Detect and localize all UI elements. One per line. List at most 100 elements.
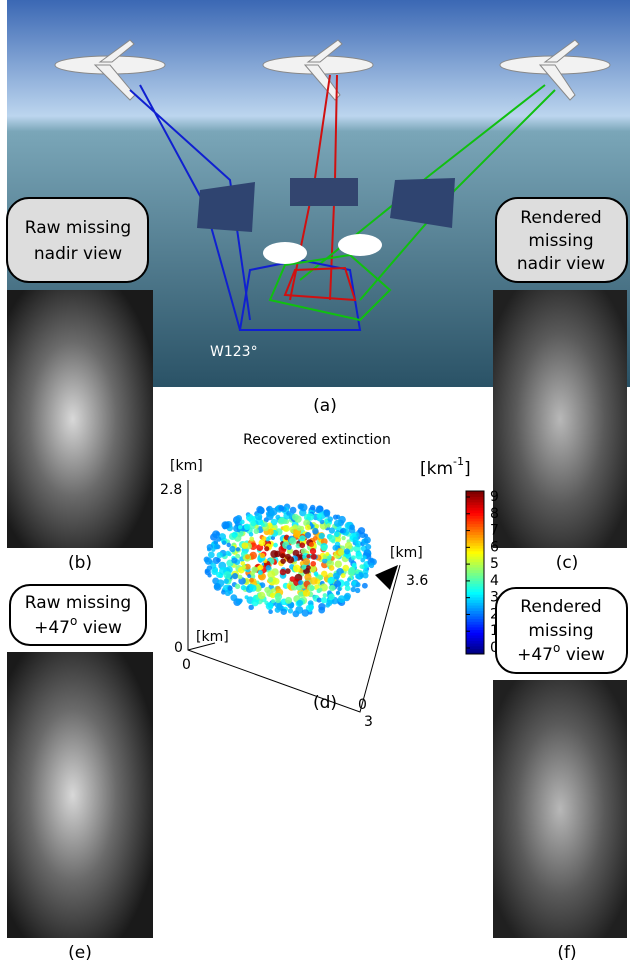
voxel	[221, 521, 229, 529]
colorbar-tick-label: 8	[490, 506, 499, 522]
voxel	[289, 537, 297, 545]
voxel	[314, 571, 319, 576]
voxel	[268, 529, 274, 535]
voxel	[305, 532, 311, 538]
voxel	[318, 575, 323, 580]
bubble-text: nadir view	[34, 244, 122, 264]
bubble-text: missing	[528, 621, 593, 641]
colorbar-tick-label: 4	[490, 573, 499, 589]
voxel	[338, 549, 345, 556]
voxel	[341, 573, 346, 578]
voxel	[355, 588, 360, 593]
voxel	[245, 554, 250, 559]
voxel	[271, 588, 275, 592]
voxel	[278, 505, 284, 511]
voxel	[258, 592, 266, 600]
panel-label: (c)	[556, 553, 579, 573]
voxel	[259, 508, 264, 513]
voxel	[299, 535, 305, 541]
voxel	[325, 552, 329, 556]
voxel	[335, 560, 342, 567]
panel-label: (f)	[557, 943, 576, 963]
axis-label: 2.8	[160, 482, 182, 498]
voxel	[273, 578, 280, 585]
voxel	[345, 585, 351, 591]
voxel	[362, 583, 368, 589]
plot-title: Recovered extinction	[243, 432, 391, 448]
voxel	[343, 565, 350, 572]
voxel	[239, 531, 244, 536]
panel-label: (e)	[68, 943, 92, 963]
voxel	[293, 565, 301, 573]
voxel	[258, 570, 263, 575]
voxel	[363, 555, 367, 559]
voxel	[211, 548, 215, 552]
voxel	[310, 548, 316, 554]
voxel	[257, 515, 262, 520]
voxel	[309, 542, 314, 547]
voxel	[232, 532, 238, 538]
voxel	[306, 554, 310, 558]
bubble-text: Rendered	[520, 597, 601, 617]
voxel	[329, 527, 335, 533]
voxel	[290, 576, 296, 582]
voxel	[266, 602, 274, 610]
voxel	[279, 517, 285, 523]
axis-unit: [km]	[196, 629, 229, 645]
voxel	[266, 565, 271, 570]
voxel	[304, 574, 311, 581]
voxel	[321, 545, 327, 551]
voxel	[283, 525, 290, 532]
colorbar-tick-label: 5	[490, 556, 499, 572]
voxel	[321, 597, 327, 603]
voxel	[359, 564, 364, 569]
bubble-text: +47o view	[517, 641, 605, 666]
voxel	[326, 523, 330, 527]
voxel	[327, 578, 333, 584]
extinction-volume	[204, 503, 377, 617]
voxel	[248, 605, 253, 610]
voxel	[348, 567, 355, 574]
voxel	[270, 550, 278, 558]
colorbar-tick-label: 9	[490, 489, 499, 505]
voxel	[216, 537, 221, 542]
voxel	[242, 542, 249, 549]
voxel	[280, 569, 286, 575]
cloud-image	[7, 652, 153, 938]
voxel	[216, 558, 221, 563]
voxel	[298, 580, 303, 585]
voxel	[345, 542, 353, 550]
voxel	[285, 554, 291, 560]
voxel	[303, 558, 310, 565]
bubble	[7, 198, 148, 282]
voxel	[236, 547, 240, 551]
voxel	[238, 575, 243, 580]
colorbar: 0123456789	[466, 489, 499, 656]
voxel	[349, 524, 355, 530]
voxel	[337, 587, 341, 591]
panel-label: (a)	[313, 396, 337, 416]
voxel	[292, 524, 297, 529]
voxel	[261, 523, 265, 527]
voxel	[310, 586, 315, 591]
voxel	[217, 552, 223, 558]
voxel	[341, 536, 345, 540]
voxel	[288, 608, 293, 613]
voxel	[315, 508, 320, 513]
voxel	[328, 593, 334, 599]
voxel	[333, 514, 338, 519]
voxel	[340, 529, 344, 533]
voxel	[235, 515, 242, 522]
voxel	[293, 530, 300, 537]
voxel	[317, 513, 322, 518]
voxel	[329, 565, 335, 571]
voxel	[264, 546, 269, 551]
voxel	[352, 563, 357, 568]
bubble-text: Raw missing	[25, 218, 131, 238]
voxel	[231, 557, 237, 563]
voxel	[236, 599, 242, 605]
voxel	[241, 585, 246, 590]
voxel	[226, 551, 231, 556]
voxel	[251, 566, 258, 573]
voxel	[275, 597, 281, 603]
